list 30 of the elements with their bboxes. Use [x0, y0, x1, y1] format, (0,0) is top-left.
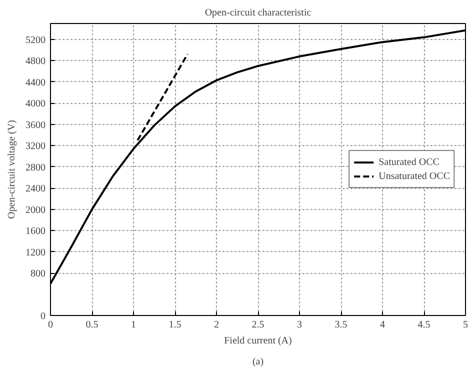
y-tick-label: 3200: [26, 141, 46, 152]
y-tick-label: 2000: [26, 204, 46, 216]
chart-title: Open-circuit characteristic: [204, 8, 312, 18]
x-tick-label: 1: [131, 320, 136, 330]
x-tick-label: 4.5: [418, 320, 430, 330]
y-tick-label: 1600: [26, 226, 46, 238]
y-tick-label: 5200: [26, 34, 46, 46]
y-tick-label: 4800: [26, 56, 46, 68]
y-tick-label: 2400: [26, 184, 46, 195]
y-tick-label: 2800: [26, 162, 46, 174]
y-axis-title: Open-circuit voltage (V): [6, 120, 18, 219]
y-tick-label: 1200: [26, 247, 46, 258]
y-tick-label: 4000: [26, 98, 46, 110]
x-tick-label: 5: [463, 320, 468, 330]
x-tick-label: 1.5: [168, 320, 182, 330]
y-tick-label: 4400: [26, 77, 46, 88]
x-tick-label: 3.5: [334, 320, 348, 330]
x-tick-label: 2.5: [252, 320, 264, 330]
x-tick-label: 2: [214, 320, 219, 330]
legend-label: Unsaturated OCC: [378, 170, 450, 183]
legend-label: Saturated OCC: [378, 156, 440, 169]
x-axis-title: Field current (A): [224, 336, 292, 346]
x-tick-label: 3: [297, 320, 302, 330]
x-tick-label: 0: [48, 320, 53, 330]
y-tick-label: 3600: [26, 120, 46, 131]
y-tick-label: 800: [30, 268, 46, 280]
y-tick-label: 0: [40, 311, 46, 322]
x-tick-label: 0.5: [86, 320, 98, 330]
text: (a): [252, 356, 264, 368]
x-tick-label: 4: [380, 320, 385, 330]
